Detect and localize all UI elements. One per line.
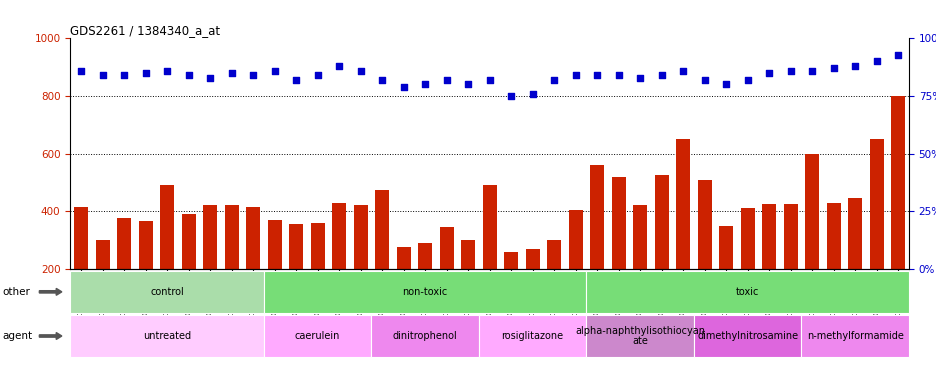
Bar [633,205,647,326]
Bar [417,243,431,326]
Bar [203,205,217,326]
Bar [95,240,110,326]
Bar [74,207,88,326]
Text: dimethylnitrosamine: dimethylnitrosamine [696,331,797,341]
Point [461,81,475,88]
Point [869,58,884,65]
Bar [139,221,153,326]
Text: non-toxic: non-toxic [402,287,447,297]
Text: agent: agent [3,331,33,341]
Bar [246,207,260,326]
Point [288,77,303,83]
Bar [826,203,840,326]
Bar [396,247,410,326]
Point [374,77,389,83]
Point [782,68,797,74]
Text: control: control [150,287,183,297]
Point [503,93,518,99]
Bar [331,203,345,326]
Bar [611,177,625,326]
Text: caerulein: caerulein [295,331,340,341]
Point [632,74,647,81]
Point [890,51,905,58]
Point [804,68,819,74]
Text: toxic: toxic [735,287,758,297]
Point [826,65,841,71]
Point [481,77,496,83]
Bar [697,180,710,326]
Point [546,77,561,83]
Point [245,72,260,78]
Point [267,68,282,74]
Bar [439,227,453,326]
Bar [890,96,904,326]
Bar [590,165,604,326]
Bar [117,218,131,326]
Point [396,84,411,90]
Bar [353,205,367,326]
Bar [869,139,883,326]
Bar [461,240,475,326]
Bar [525,249,539,326]
Text: alpha-naphthylisothiocyan
ate: alpha-naphthylisothiocyan ate [575,326,705,346]
Text: rosiglitazone: rosiglitazone [501,331,563,341]
Point [739,77,754,83]
Point [718,81,733,88]
Point [181,72,196,78]
Point [116,72,131,78]
Point [202,74,217,81]
Text: n-methylformamide: n-methylformamide [806,331,902,341]
Bar [310,223,324,326]
Point [73,68,88,74]
Bar [482,185,496,326]
Bar [847,198,861,326]
Bar [504,252,518,326]
Point [159,68,174,74]
Bar [739,209,753,326]
Bar [568,210,582,326]
Point [524,91,539,97]
Text: other: other [3,287,31,297]
Bar [289,224,302,326]
Point [439,77,454,83]
Point [353,68,368,74]
Point [331,63,346,69]
Bar [374,190,388,326]
Point [653,72,668,78]
Bar [718,226,732,326]
Text: dinitrophenol: dinitrophenol [392,331,457,341]
Point [138,70,153,76]
Point [95,72,110,78]
Point [310,72,325,78]
Bar [225,205,239,326]
Point [417,81,432,88]
Point [675,68,690,74]
Point [589,72,604,78]
Bar [782,204,797,326]
Bar [761,204,775,326]
Text: untreated: untreated [143,331,191,341]
Bar [160,185,174,326]
Text: GDS2261 / 1384340_a_at: GDS2261 / 1384340_a_at [70,24,220,37]
Point [224,70,239,76]
Point [761,70,776,76]
Bar [182,214,196,326]
Bar [804,154,818,326]
Bar [654,175,668,326]
Point [567,72,582,78]
Point [696,77,711,83]
Bar [268,220,281,326]
Bar [676,139,689,326]
Point [847,63,862,69]
Bar [547,240,561,326]
Point [610,72,625,78]
